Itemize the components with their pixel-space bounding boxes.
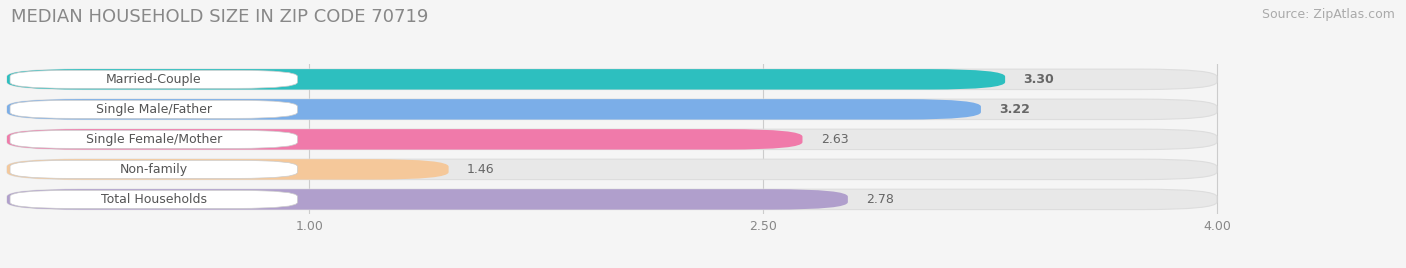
Text: 2.78: 2.78 <box>866 193 894 206</box>
FancyBboxPatch shape <box>10 130 298 148</box>
FancyBboxPatch shape <box>7 69 1216 90</box>
Text: Source: ZipAtlas.com: Source: ZipAtlas.com <box>1261 8 1395 21</box>
FancyBboxPatch shape <box>7 69 1005 90</box>
FancyBboxPatch shape <box>10 70 298 88</box>
FancyBboxPatch shape <box>10 100 298 118</box>
Text: 1.46: 1.46 <box>467 163 495 176</box>
Text: Single Female/Mother: Single Female/Mother <box>86 133 222 146</box>
FancyBboxPatch shape <box>7 129 803 150</box>
Text: Married-Couple: Married-Couple <box>105 73 201 86</box>
FancyBboxPatch shape <box>7 99 1216 120</box>
FancyBboxPatch shape <box>7 189 848 210</box>
Text: Total Households: Total Households <box>101 193 207 206</box>
Text: MEDIAN HOUSEHOLD SIZE IN ZIP CODE 70719: MEDIAN HOUSEHOLD SIZE IN ZIP CODE 70719 <box>11 8 429 26</box>
Text: 3.22: 3.22 <box>1000 103 1031 116</box>
FancyBboxPatch shape <box>7 159 1216 180</box>
FancyBboxPatch shape <box>7 129 1216 150</box>
FancyBboxPatch shape <box>7 189 1216 210</box>
FancyBboxPatch shape <box>7 99 981 120</box>
Text: 3.30: 3.30 <box>1024 73 1054 86</box>
FancyBboxPatch shape <box>10 160 298 178</box>
Text: 2.63: 2.63 <box>821 133 848 146</box>
FancyBboxPatch shape <box>10 190 298 209</box>
FancyBboxPatch shape <box>7 159 449 180</box>
Text: Single Male/Father: Single Male/Father <box>96 103 212 116</box>
Text: Non-family: Non-family <box>120 163 188 176</box>
